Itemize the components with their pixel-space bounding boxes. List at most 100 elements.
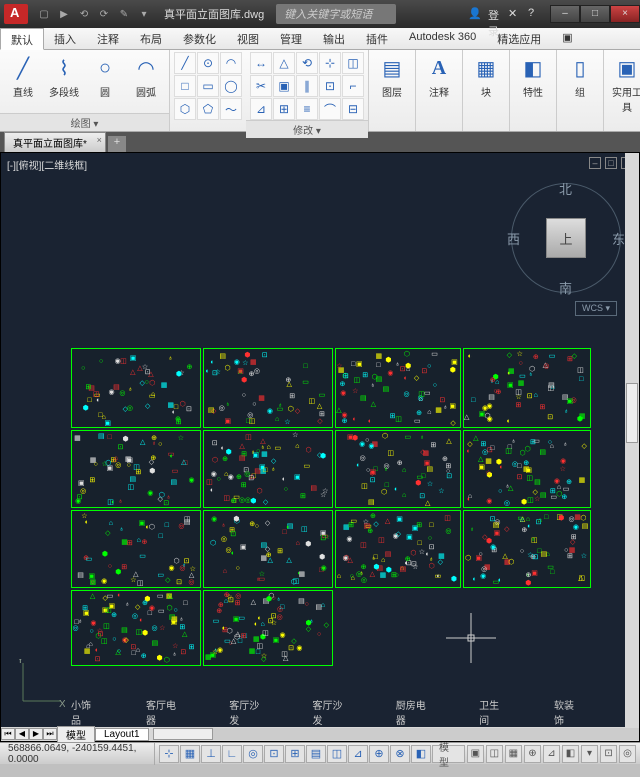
modify-tool[interactable]: ⟲: [296, 52, 318, 74]
modify-tool[interactable]: ⊡: [319, 75, 341, 97]
draw-tool-small[interactable]: ◯: [220, 75, 242, 97]
first-icon[interactable]: ⏮: [1, 728, 15, 740]
draw-tool-small[interactable]: ⬡: [174, 98, 196, 120]
prev-icon[interactable]: ◀: [15, 728, 29, 740]
next-icon[interactable]: ▶: [29, 728, 43, 740]
status-toggle[interactable]: ◧: [411, 745, 431, 763]
modify-tool[interactable]: ✂: [250, 75, 272, 97]
group-button[interactable]: ▯组: [561, 52, 599, 99]
modify-tool[interactable]: ◫: [342, 52, 364, 74]
prop-button[interactable]: ◧特性: [514, 52, 552, 99]
ribbon-tab[interactable]: 管理: [270, 28, 313, 49]
viewport-label[interactable]: [-][俯视][二维线框]: [7, 157, 87, 172]
exchange-icon[interactable]: ✕: [508, 7, 522, 21]
qat-button[interactable]: ✎: [116, 6, 132, 22]
status-toggle[interactable]: ⊥: [201, 745, 221, 763]
modify-tool[interactable]: ▣: [273, 75, 295, 97]
layout1-tab[interactable]: Layout1: [95, 728, 149, 741]
close-button[interactable]: ×: [610, 5, 640, 23]
status-toggle[interactable]: ◎: [243, 745, 263, 763]
modify-tool[interactable]: △: [273, 52, 295, 74]
close-tab-icon[interactable]: ×: [97, 135, 102, 145]
status-right-button[interactable]: ⊕: [524, 745, 541, 763]
status-right-button[interactable]: ◧: [562, 745, 579, 763]
modify-tool[interactable]: ⊹: [319, 52, 341, 74]
status-right-button[interactable]: ⊿: [543, 745, 560, 763]
status-toggle[interactable]: ▤: [306, 745, 326, 763]
wcs-label[interactable]: WCS ▾: [575, 301, 617, 316]
modify-tool[interactable]: ⌐: [342, 75, 364, 97]
ribbon-tab[interactable]: ▣: [552, 28, 583, 49]
draw-tool-small[interactable]: ～: [220, 98, 242, 120]
draw-tool[interactable]: ○圆: [86, 52, 124, 113]
model-tab[interactable]: 模型: [57, 726, 95, 743]
status-toggle[interactable]: ◫: [327, 745, 347, 763]
draw-tool-small[interactable]: ╱: [174, 52, 196, 74]
modify-tool[interactable]: ⌒: [319, 98, 341, 120]
ribbon-tab[interactable]: Autodesk 360: [399, 28, 487, 49]
ribbon-tab[interactable]: 插入: [44, 28, 87, 49]
last-icon[interactable]: ⏭: [43, 728, 57, 740]
status-right-button[interactable]: ◎: [619, 745, 636, 763]
draw-tool[interactable]: ╱直线: [4, 52, 42, 113]
minimize-button[interactable]: –: [550, 5, 580, 23]
status-toggle[interactable]: ⊿: [348, 745, 368, 763]
modify-tool[interactable]: ∥: [296, 75, 318, 97]
status-right-button[interactable]: 模型: [432, 745, 465, 763]
viewcube[interactable]: 上 北 南 东 西: [511, 183, 621, 293]
draw-tool-small[interactable]: □: [174, 75, 196, 97]
status-right-button[interactable]: ⊡: [600, 745, 617, 763]
modify-tool[interactable]: ⊿: [250, 98, 272, 120]
util-button[interactable]: ▣实用工具: [608, 52, 640, 114]
qat-button[interactable]: ▢: [36, 6, 52, 22]
qat-button[interactable]: ⟳: [96, 6, 112, 22]
app-logo[interactable]: [4, 4, 28, 24]
status-right-button[interactable]: ▣: [467, 745, 484, 763]
qat-button[interactable]: ⟲: [76, 6, 92, 22]
drawing-canvas[interactable]: [-][俯视][二维线框] – □ × 上 北 南 东 西 WCS ▾ ○□△◇…: [0, 152, 640, 742]
status-toggle[interactable]: ⊞: [285, 745, 305, 763]
draw-tool-small[interactable]: ⊙: [197, 52, 219, 74]
hscroll-thumb[interactable]: [153, 728, 213, 740]
ribbon-tab[interactable]: 视图: [227, 28, 270, 49]
maximize-button[interactable]: □: [580, 5, 610, 23]
help-icon[interactable]: ?: [528, 7, 542, 21]
ribbon-tab[interactable]: 默认: [0, 28, 44, 50]
draw-tool[interactable]: ⌇多段线: [45, 52, 83, 113]
vp-min-icon[interactable]: –: [589, 157, 601, 169]
status-toggle[interactable]: ⊹: [159, 745, 179, 763]
qat-button[interactable]: ▾: [136, 6, 152, 22]
vscroll-thumb[interactable]: [626, 383, 638, 443]
vp-max-icon[interactable]: □: [605, 157, 617, 169]
new-tab-button[interactable]: +: [108, 136, 126, 152]
login-label[interactable]: 登录: [488, 7, 502, 21]
draw-tool-small[interactable]: ⬠: [197, 98, 219, 120]
status-toggle[interactable]: ⊡: [264, 745, 284, 763]
vertical-scrollbar[interactable]: [625, 153, 639, 727]
modify-tool[interactable]: ≡: [296, 98, 318, 120]
status-right-button[interactable]: ▾: [581, 745, 598, 763]
layer-button[interactable]: ▤图层: [373, 52, 411, 99]
hscroll-track[interactable]: [153, 728, 639, 740]
ribbon-tab[interactable]: 参数化: [173, 28, 227, 49]
ribbon-tab[interactable]: 精选应用: [487, 28, 552, 49]
modify-tool[interactable]: ⊞: [273, 98, 295, 120]
status-right-button[interactable]: ◫: [486, 745, 503, 763]
search-input[interactable]: 键入关键字或短语: [276, 4, 396, 24]
block-button[interactable]: ▦块: [467, 52, 505, 99]
ribbon-tab[interactable]: 注释: [87, 28, 130, 49]
status-toggle[interactable]: ⊗: [390, 745, 410, 763]
draw-tool-small[interactable]: ◠: [220, 52, 242, 74]
modify-tool[interactable]: ⊟: [342, 98, 364, 120]
status-toggle[interactable]: ∟: [222, 745, 242, 763]
anno-button[interactable]: A注释: [420, 52, 458, 99]
doc-tab[interactable]: 真平面立面图库* ×: [4, 132, 106, 152]
qat-button[interactable]: ▶: [56, 6, 72, 22]
modify-tool[interactable]: ↔: [250, 52, 272, 74]
status-toggle[interactable]: ⊕: [369, 745, 389, 763]
ribbon-tab[interactable]: 布局: [130, 28, 173, 49]
ribbon-tab[interactable]: 输出: [313, 28, 356, 49]
status-right-button[interactable]: ▦: [505, 745, 522, 763]
draw-tool[interactable]: ◠圆弧: [127, 52, 165, 113]
draw-tool-small[interactable]: ▭: [197, 75, 219, 97]
